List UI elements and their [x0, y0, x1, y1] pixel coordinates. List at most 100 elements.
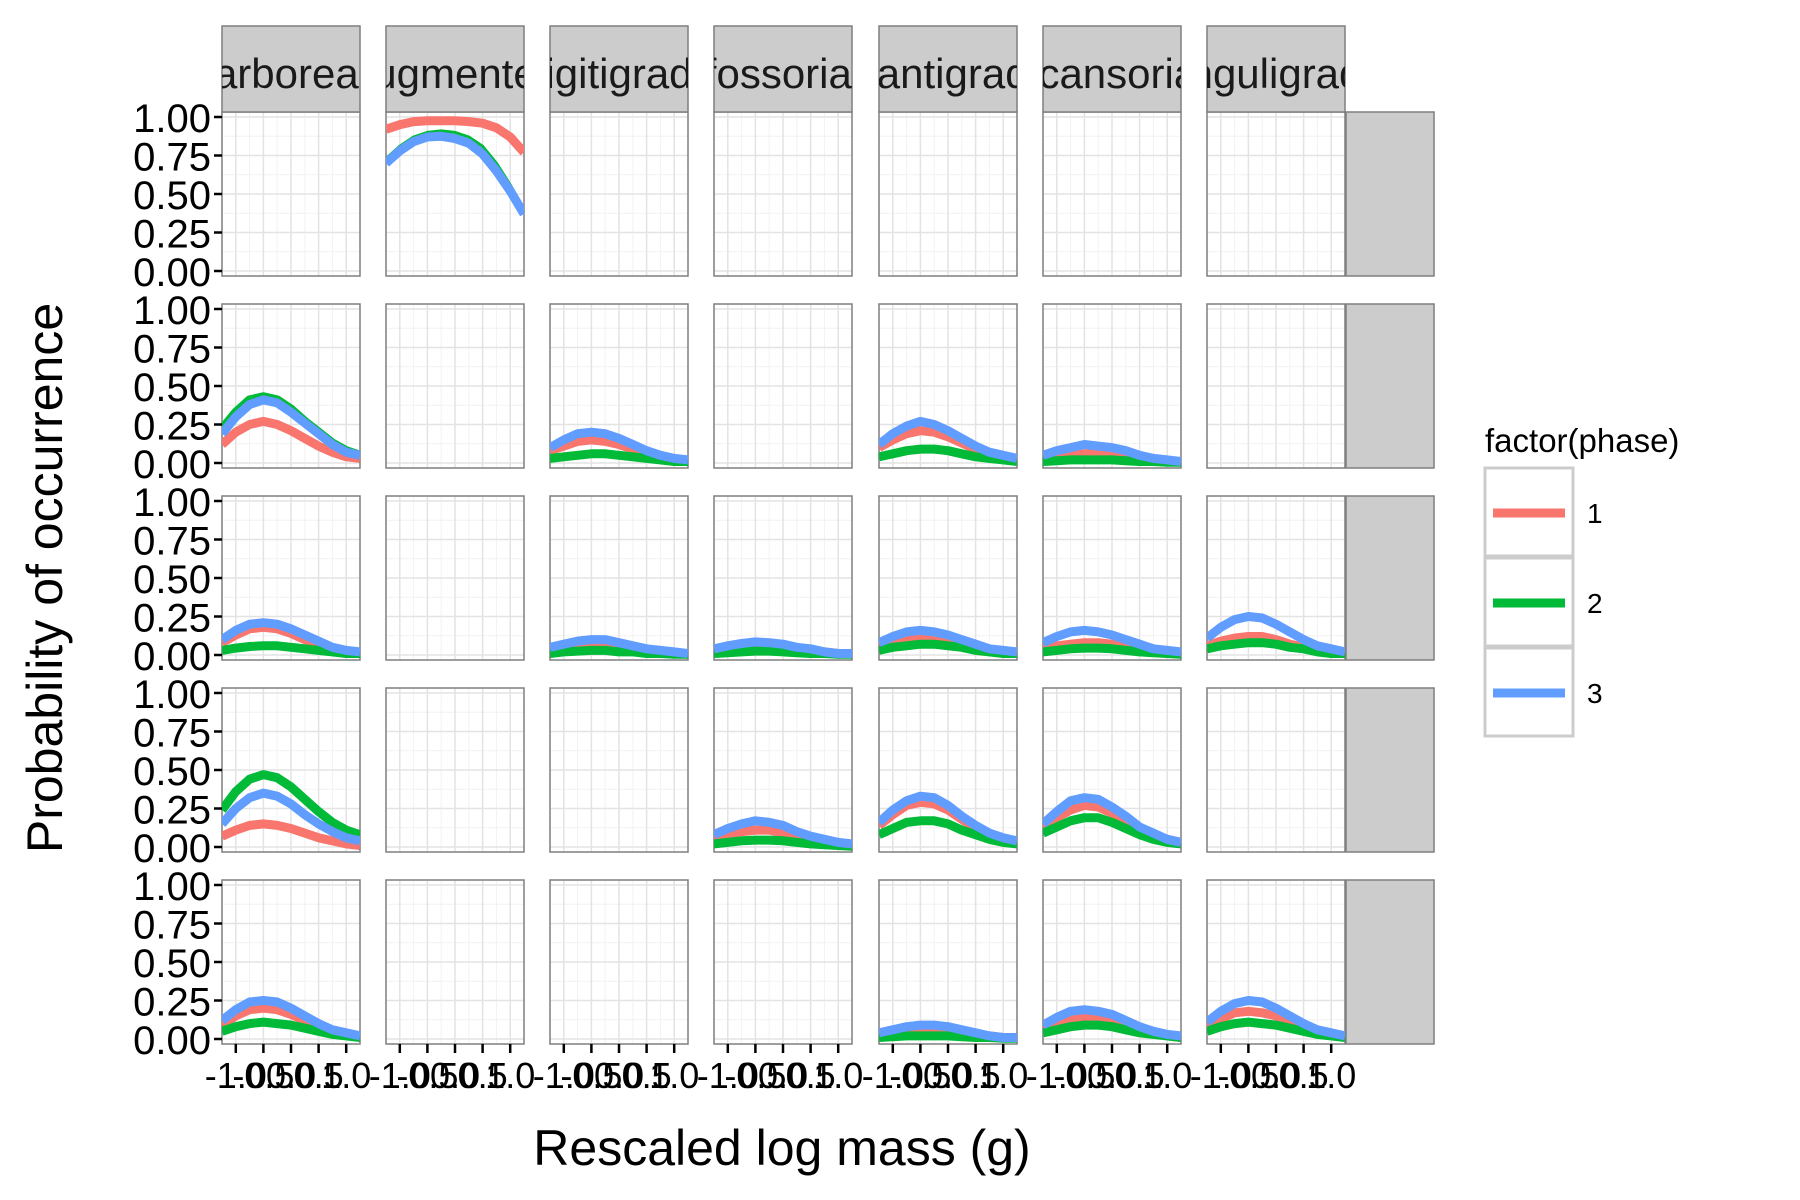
column-strip-label: digitigrade	[522, 50, 716, 97]
series-line-phase-3-herb-digitigrade	[550, 635, 688, 658]
x-tick-label: 0.0	[923, 1055, 973, 1096]
column-strip-fossorial: fossorial	[705, 25, 861, 113]
y-tick-label: 0.25	[133, 981, 211, 1025]
facet-panel-omni-augmented	[385, 879, 525, 1045]
column-strip-plantigrade: plantigrade	[878, 25, 1018, 113]
x-tick-label: 0.5	[622, 1055, 672, 1096]
facet-panel-omni-plantigrade	[878, 879, 1018, 1045]
facet-panel-augmen-unguligrade	[1206, 111, 1346, 277]
column-strip-arboreal: arboreal	[214, 25, 368, 113]
y-tick-label: 1.00	[133, 289, 211, 333]
series-line-phase-2-herb-unguligrade	[1207, 638, 1345, 658]
x-tick-label: 1.0	[978, 1055, 1028, 1096]
column-strip-label: augmented	[350, 50, 560, 97]
y-tick-label: 0.50	[133, 942, 211, 986]
x-tick-label: -0.5	[232, 1055, 294, 1096]
facet-panel-herb-augmented	[385, 495, 525, 661]
series-line-phase-2-insect-fossorial	[714, 835, 852, 851]
facet-panel-carni-unguligrade	[1206, 303, 1346, 469]
x-tick-label: 0.5	[1279, 1055, 1329, 1096]
strip-background	[221, 25, 361, 113]
y-axis-augmen: 0.000.250.500.751.00	[133, 97, 222, 295]
y-axis-omni: 0.000.250.500.751.00	[133, 865, 222, 1063]
column-strip-scansorial: scansorial	[1042, 25, 1182, 113]
strip-background	[1042, 25, 1182, 113]
row-strip-omni: omni	[1345, 879, 1435, 1045]
series-line-phase-3-carni-digitigrade	[550, 427, 688, 465]
x-axis-title: Rescaled log mass (g)	[533, 1120, 1030, 1176]
axes: 0.000.250.500.751.000.000.250.500.751.00…	[133, 97, 1356, 1096]
y-tick-label: 0.75	[133, 520, 211, 564]
x-tick-label: -0.5	[724, 1055, 786, 1096]
y-tick-label: 0.75	[133, 904, 211, 948]
series-line-phase-3-herb-arboreal	[222, 618, 360, 657]
y-tick-label: 0.25	[133, 597, 211, 641]
x-tick-label: -0.5	[889, 1055, 951, 1096]
panel-border	[713, 687, 853, 853]
facet-panel-carni-plantigrade	[878, 303, 1018, 469]
panel-border	[1206, 303, 1346, 469]
panel-grid	[221, 111, 1346, 1045]
x-tick-label: 0.0	[1251, 1055, 1301, 1096]
strip-background	[1345, 879, 1435, 1045]
y-axis-title: Probability of occurrence	[17, 303, 73, 853]
strip-background	[713, 25, 853, 113]
x-tick-label: 0.0	[1087, 1055, 1137, 1096]
series-line-phase-3-insect-scansorial	[1043, 793, 1181, 847]
series-line-phase-1-insect-arboreal	[222, 819, 360, 850]
y-axis-herb: 0.000.250.500.751.00	[133, 481, 222, 679]
column-strip-label: arboreal	[214, 50, 368, 97]
strip-background	[1206, 25, 1346, 113]
panel-border	[878, 687, 1018, 853]
series-line-phase-2-carni-plantigrade	[879, 444, 1017, 466]
panel-border	[1206, 687, 1346, 853]
x-tick-label: 0.5	[458, 1055, 508, 1096]
series-line-phase-3-carni-arboreal	[222, 395, 360, 460]
y-tick-label: 0.75	[133, 136, 211, 180]
y-tick-label: 0.25	[133, 789, 211, 833]
y-tick-label: 0.00	[133, 635, 211, 679]
facet-panel-carni-augmented	[385, 303, 525, 469]
column-strip-label: fossorial	[705, 50, 861, 97]
series-line-phase-1-augmen-augmented	[386, 116, 524, 156]
x-tick-label: 0.0	[266, 1055, 316, 1096]
strip-background	[1345, 495, 1435, 661]
column-strip-digitigrade: digitigrade	[522, 25, 716, 113]
y-tick-label: 0.00	[133, 443, 211, 487]
strip-background	[549, 25, 689, 113]
panel-border	[878, 303, 1018, 469]
y-tick-label: 1.00	[133, 97, 211, 141]
x-tick-label: 1.0	[649, 1055, 699, 1096]
panel-border	[713, 495, 853, 661]
y-tick-label: 0.00	[133, 251, 211, 295]
facet-panel-augmen-arboreal	[221, 111, 361, 277]
x-tick-label: 0.5	[786, 1055, 836, 1096]
strip-background	[1345, 111, 1435, 277]
y-tick-label: 0.75	[133, 328, 211, 372]
x-axis-fossorial: -1.0-0.50.00.51.0	[697, 1044, 863, 1096]
strip-background	[1345, 687, 1435, 853]
series-line-phase-3-carni-plantigrade	[879, 416, 1017, 463]
series-line-phase-3-herb-fossorial	[714, 637, 852, 658]
legend-entry-label: 2	[1587, 588, 1603, 619]
x-tick-label: 1.0	[485, 1055, 535, 1096]
strip-background	[1345, 303, 1435, 469]
legend-entry-label: 3	[1587, 678, 1603, 709]
row-strip-carni: carni	[1345, 303, 1435, 469]
row-strip-herb: herb	[1345, 495, 1435, 661]
x-tick-label: 0.5	[1115, 1055, 1165, 1096]
x-axis-scansorial: -1.0-0.50.00.51.0	[1026, 1044, 1192, 1096]
series-line-phase-3-insect-plantigrade	[879, 791, 1017, 846]
x-tick-label: -1.0	[1026, 1055, 1088, 1096]
facet-panel-carni-fossorial	[713, 303, 853, 469]
series-line-phase-2-insect-plantigrade	[879, 816, 1017, 849]
panel-border	[549, 303, 689, 469]
series-line-phase-3-carni-scansorial	[1043, 440, 1181, 466]
x-tick-label: 1.0	[1142, 1055, 1192, 1096]
series-line-phase-3-insect-arboreal	[222, 788, 360, 846]
y-tick-label: 0.00	[133, 1019, 211, 1063]
facet-panel-insect-digitigrade	[549, 687, 689, 853]
x-axis-augmented: -1.0-0.50.00.51.0	[369, 1044, 535, 1096]
